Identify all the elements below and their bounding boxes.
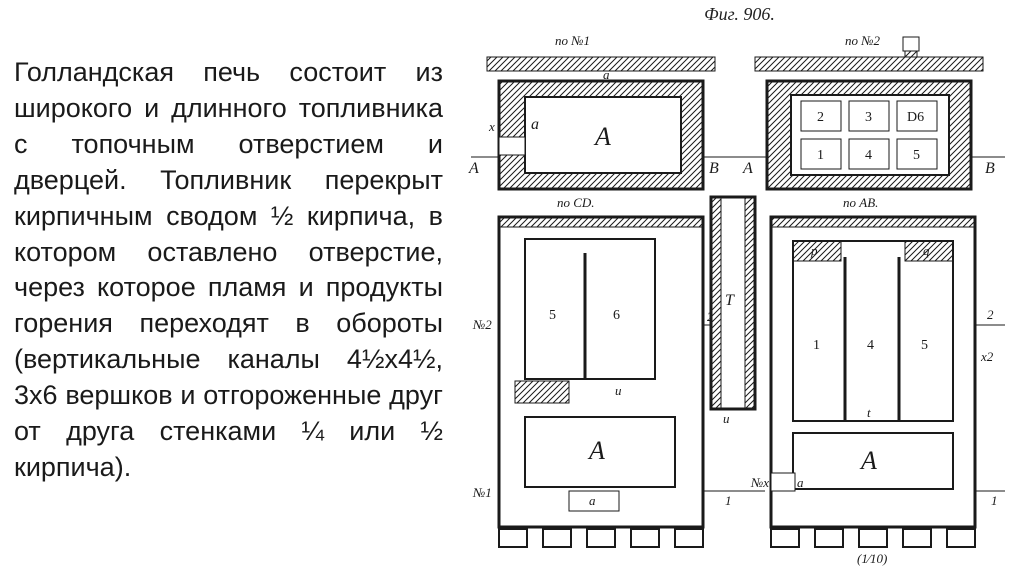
roof-band-left: [487, 57, 715, 71]
cell-d6: D6: [907, 110, 924, 125]
plan-left-x: x: [488, 119, 495, 134]
diagram-column: Фиг. 906. по №1 по №2 a A x A: [455, 0, 1024, 574]
sec-r-4: 4: [867, 338, 874, 353]
plan-left-a: a: [531, 116, 539, 133]
sec-r-t: t: [867, 405, 871, 420]
sec-r-mark-x2: x2: [980, 349, 994, 364]
flue-u: u: [723, 411, 730, 426]
sec-l-A: A: [587, 436, 605, 465]
sec-r-A: A: [859, 446, 877, 475]
cell-1: 1: [817, 148, 824, 163]
sec-r-a: a: [797, 475, 804, 490]
sec-l-6: 6: [613, 308, 620, 323]
cell-5: 5: [913, 148, 920, 163]
figure-svg: по №1 по №2 a A x A B a по CD.: [465, 29, 1010, 567]
cell-2: 2: [817, 110, 824, 125]
plan-right-letter-A: A: [742, 160, 753, 177]
chimney-neck: [905, 51, 917, 57]
sec-l-rmark-1: 1: [725, 493, 732, 508]
sec-l-u: u: [615, 383, 622, 398]
figure-title: Фиг. 906.: [465, 4, 1014, 25]
plan-left-top-a: a: [603, 67, 610, 82]
sec-l-a: a: [589, 493, 596, 508]
plan-left: a A x A B a: [468, 67, 741, 189]
footer-fraction: (1⁄10): [857, 551, 887, 566]
central-flue: T u: [711, 197, 755, 426]
sec-r-q: q: [923, 243, 930, 258]
sec-l-mark-2: №2: [472, 317, 492, 332]
plan-right-letter-B: B: [985, 160, 995, 177]
chimney-cap: [903, 37, 919, 51]
sec-r-5: 5: [921, 338, 928, 353]
plan-left-below: по CD.: [557, 195, 595, 210]
sec-l-5: 5: [549, 308, 556, 323]
sec-r-mark-2: 2: [987, 307, 994, 322]
flue-T: T: [725, 292, 735, 309]
top-label-right: по №2: [845, 33, 881, 48]
sec-r-mark-1: 1: [991, 493, 998, 508]
sec-r-lmark: №x: [750, 475, 769, 490]
sec-r-1: 1: [813, 338, 820, 353]
sec-l-mark-1: №1: [472, 485, 492, 500]
section-right: p q 1 4 5 t A a 2 x2 1 №x: [750, 217, 1005, 547]
plan-left-letter-B: B: [709, 160, 719, 177]
top-label-left: по №1: [555, 33, 590, 48]
plan-right: 2 3 D6 1 4 5 A B: [741, 81, 1005, 189]
plan-left-letter-A: A: [468, 160, 479, 177]
roof-band-right: [755, 57, 983, 71]
plan-right-below: по AB.: [843, 195, 878, 210]
body-paragraph: Голландская печь состоит из широкого и д…: [14, 55, 443, 486]
plan-left-A: A: [593, 122, 611, 151]
cell-3: 3: [865, 110, 872, 125]
sec-r-p: p: [810, 243, 818, 258]
cell-4: 4: [865, 148, 872, 163]
text-column: Голландская печь состоит из широкого и д…: [0, 0, 455, 574]
